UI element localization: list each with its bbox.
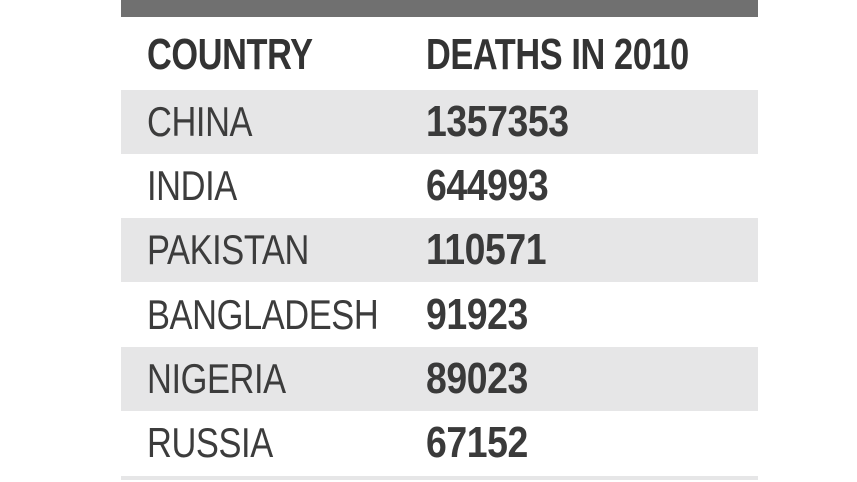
table-row: CHINA 1357353 (121, 90, 758, 154)
country-cell: PAKISTAN (147, 226, 309, 273)
column-header-deaths: DEATHS IN 2010 (426, 30, 689, 79)
country-cell: CHINA (147, 98, 253, 145)
column-header-country: COUNTRY (147, 30, 313, 79)
deaths-cell: 110571 (426, 225, 547, 274)
country-cell: NIGERIA (147, 355, 286, 402)
deaths-cell: 1357353 (426, 97, 569, 146)
table-bottom-rule (121, 476, 758, 480)
table-header-row: COUNTRY DEATHS IN 2010 (121, 22, 758, 88)
country-cell: INDIA (147, 162, 237, 209)
deaths-table: COUNTRY DEATHS IN 2010 CHINA 1357353 IND… (121, 0, 758, 482)
country-cell: RUSSIA (147, 419, 273, 466)
table-row: PAKISTAN 110571 (121, 218, 758, 282)
table-row: INDIA 644993 (121, 154, 758, 218)
deaths-cell: 91923 (426, 290, 528, 339)
table-row: RUSSIA 67152 (121, 411, 758, 475)
deaths-cell: 644993 (426, 161, 549, 210)
country-cell: BANGLADESH (147, 291, 379, 338)
deaths-cell: 67152 (426, 418, 528, 467)
table-row: NIGERIA 89023 (121, 347, 758, 411)
table-top-bar (121, 0, 758, 17)
table-row: BANGLADESH 91923 (121, 283, 758, 347)
deaths-cell: 89023 (426, 354, 528, 403)
